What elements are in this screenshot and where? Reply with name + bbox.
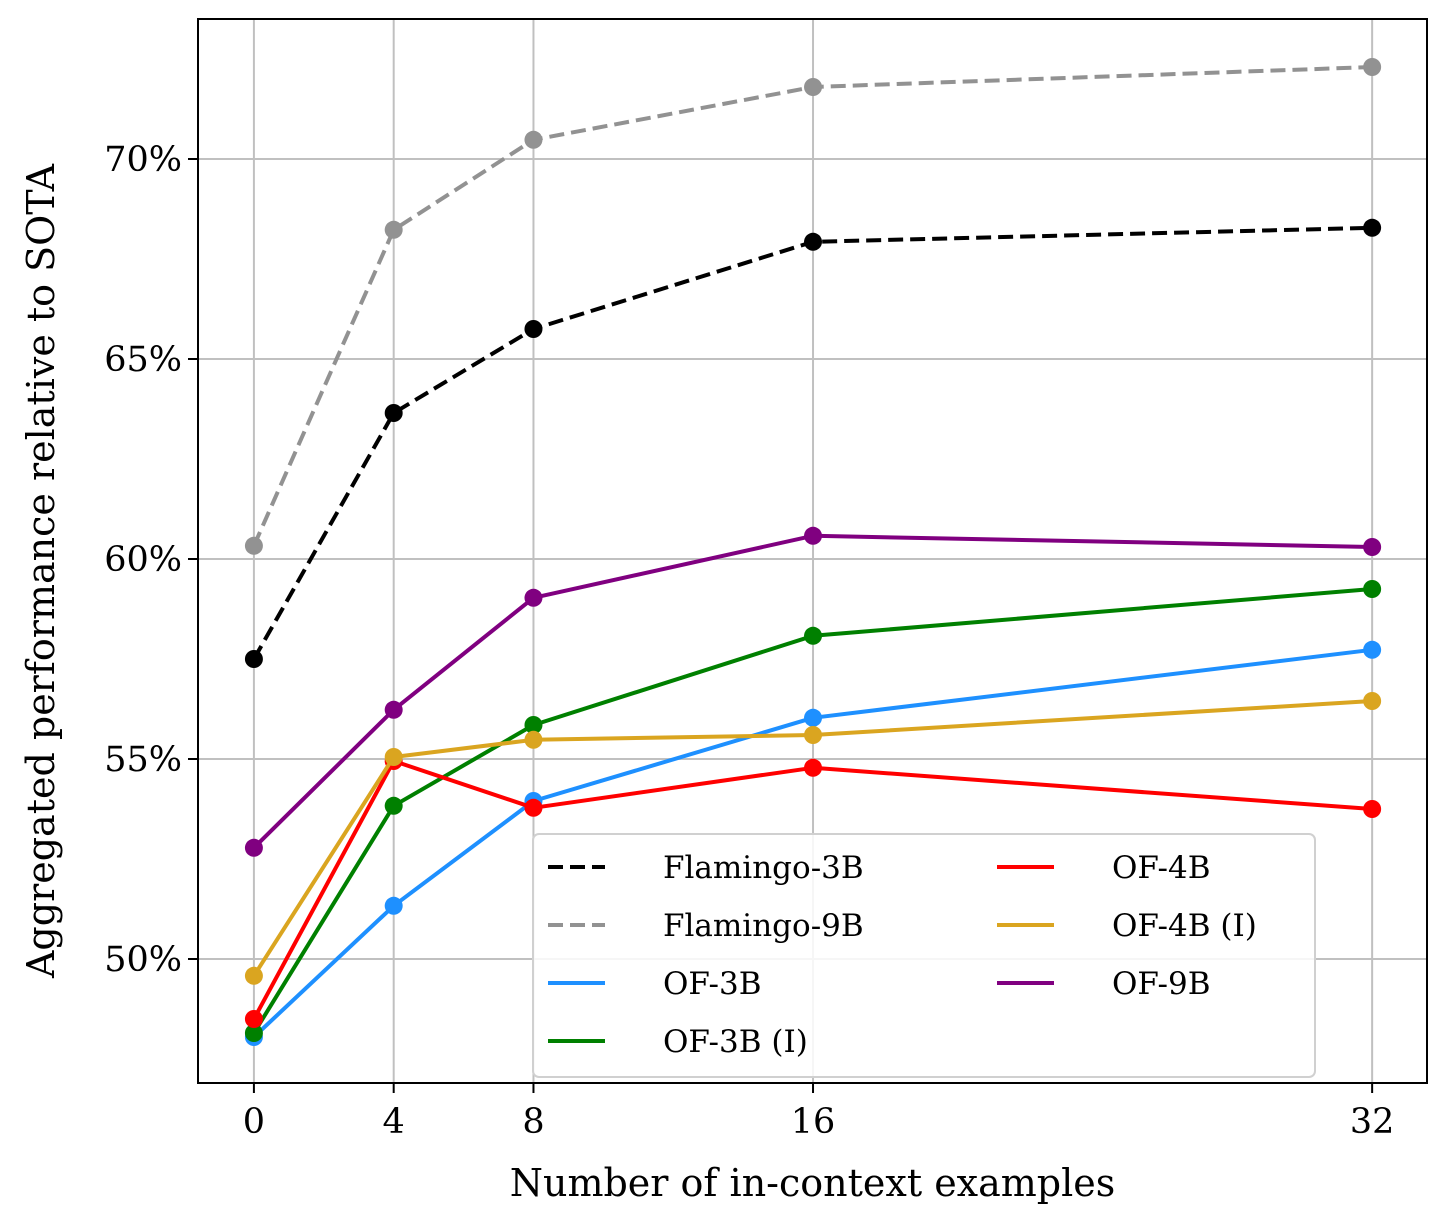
y-axis-label: Aggregated performance relative to SOTA [19,163,63,979]
x-tick-label: 0 [243,1102,265,1142]
data-point [384,404,403,422]
data-point [524,798,543,817]
data-point [244,966,263,985]
x-tick-label: 8 [522,1102,544,1142]
data-point [244,536,263,555]
x-tick-label: 16 [791,1102,836,1142]
legend-item: OF-3B [548,966,762,1002]
data-point [244,838,263,857]
data-point [1363,58,1382,76]
axis-ticks: 0 4 8 16 32 50% 55% 60% 65% 70% [104,140,1394,1142]
legend-item: Flamingo-9B [548,908,864,944]
data-point [524,588,543,607]
y-tick-label: 60% [104,540,182,580]
data-point [804,78,823,96]
data-point [804,708,823,727]
data-point [384,748,403,766]
y-tick-label: 70% [104,140,182,180]
data-point [524,320,543,338]
series-lines [244,58,1382,1046]
legend: Flamingo-3B Flamingo-9B OF-3B OF-3B (I) OF-4… [532,833,1316,1078]
legend-label: OF-9B [1112,966,1211,1002]
x-axis-label: Number of in-context examples [510,1161,1116,1205]
legend-label: OF-3B (I) [663,1024,808,1060]
data-point [804,526,823,545]
legend-item: OF-9B [997,966,1211,1002]
data-point [1363,580,1382,598]
data-point [244,650,263,668]
legend-item: OF-4B [997,850,1211,886]
data-point [804,626,823,645]
series-of-3b-i [244,580,1382,1042]
y-tick-label: 65% [104,340,182,380]
data-point [384,796,403,815]
data-point [524,130,543,149]
data-point [384,220,403,239]
y-tick-label: 55% [104,740,182,780]
data-point [1363,640,1382,659]
data-point [804,726,823,744]
legend-label: OF-4B [1112,850,1211,886]
data-point [1363,538,1382,556]
series-flamingo-3b [244,218,1382,668]
data-point [804,758,823,777]
x-tick-label: 4 [383,1102,405,1142]
legend-label: Flamingo-3B [663,850,864,886]
data-point [804,232,823,251]
legend-label: OF-4B (I) [1112,908,1257,944]
legend-item: Flamingo-3B [548,850,864,886]
series-flamingo-9b [244,58,1382,555]
x-tick-label: 32 [1350,1102,1395,1142]
data-point [244,1010,263,1028]
data-point [1363,692,1382,710]
data-point [524,730,543,749]
legend-label: OF-3B [663,966,762,1002]
series-of-9b [244,526,1382,857]
data-point [384,700,403,719]
data-point [244,1024,263,1042]
data-point [1363,218,1382,237]
legend-label: Flamingo-9B [663,908,864,944]
legend-item: OF-3B (I) [548,1024,808,1060]
y-tick-label: 50% [104,940,182,980]
data-point [1363,800,1382,818]
legend-item: OF-4B (I) [997,908,1257,944]
series-of-4b-i [244,692,1382,985]
data-point [384,896,403,915]
data-point [524,716,543,734]
legend-box [532,833,1316,1078]
